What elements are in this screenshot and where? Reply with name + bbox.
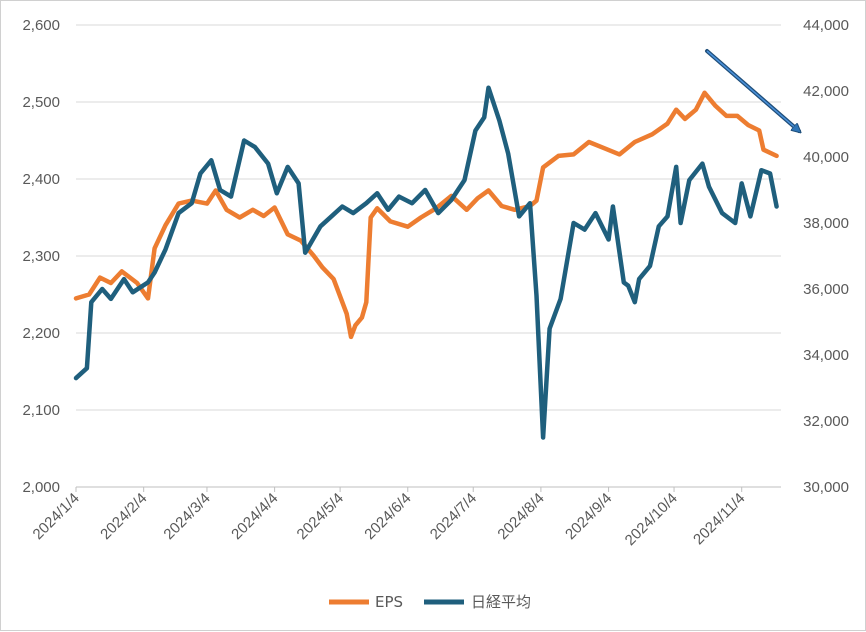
x-tick-label: 2024/2/4: [97, 490, 150, 543]
x-tick-label: 2024/9/4: [562, 490, 615, 543]
left-tick-label: 2,100: [22, 402, 60, 419]
gridlines: [76, 24, 781, 488]
trend-arrow-inner: [706, 50, 799, 131]
right-tick-label: 30,000: [803, 479, 849, 496]
left-tick-label: 2,500: [22, 94, 60, 111]
x-tick-label: 2024/11/4: [690, 490, 748, 548]
left-tick-label: 2,600: [22, 17, 60, 34]
left-tick-label: 2,400: [22, 171, 60, 188]
series-line-nikkei: [73, 85, 779, 440]
series-lines: [73, 85, 779, 440]
series-line-eps: [73, 90, 779, 340]
left-tick-label: 2,300: [22, 248, 60, 265]
left-y-axis: 2,000 2,100 2,200 2,300 2,400 2,500 2,600: [22, 17, 60, 496]
x-tick-label: 2024/4/4: [228, 490, 281, 543]
x-tick-label: 2024/10/4: [622, 490, 681, 549]
right-y-axis: 30,000 32,000 34,000 36,000 38,000 40,000 42,0…: [803, 17, 849, 496]
x-tick-label: 2024/6/4: [361, 490, 414, 543]
right-tick-label: 36,000: [803, 281, 849, 298]
right-tick-label: 38,000: [803, 215, 849, 232]
left-tick-label: 2,000: [22, 479, 60, 496]
right-tick-label: 40,000: [803, 149, 849, 166]
right-tick-label: 32,000: [803, 413, 849, 430]
legend-label-eps: EPS: [375, 593, 403, 611]
x-axis: 2024/1/4 2024/2/4 2024/3/4 2024/4/4 2024/5/4…: [30, 486, 781, 549]
legend-label-nikkei: 日経平均: [471, 593, 531, 611]
right-tick-label: 44,000: [803, 17, 849, 34]
x-tick-label: 2024/3/4: [160, 490, 213, 543]
right-tick-label: 42,000: [803, 83, 849, 100]
x-tick-label: 2024/7/4: [427, 490, 480, 543]
x-tick-label: 2024/5/4: [294, 490, 347, 543]
left-tick-label: 2,200: [22, 325, 60, 342]
right-tick-label: 34,000: [803, 347, 849, 364]
x-tick-label: 2024/8/4: [494, 490, 547, 543]
x-tick-label: 2024/1/4: [30, 490, 83, 543]
legend: EPS 日経平均: [329, 593, 531, 611]
